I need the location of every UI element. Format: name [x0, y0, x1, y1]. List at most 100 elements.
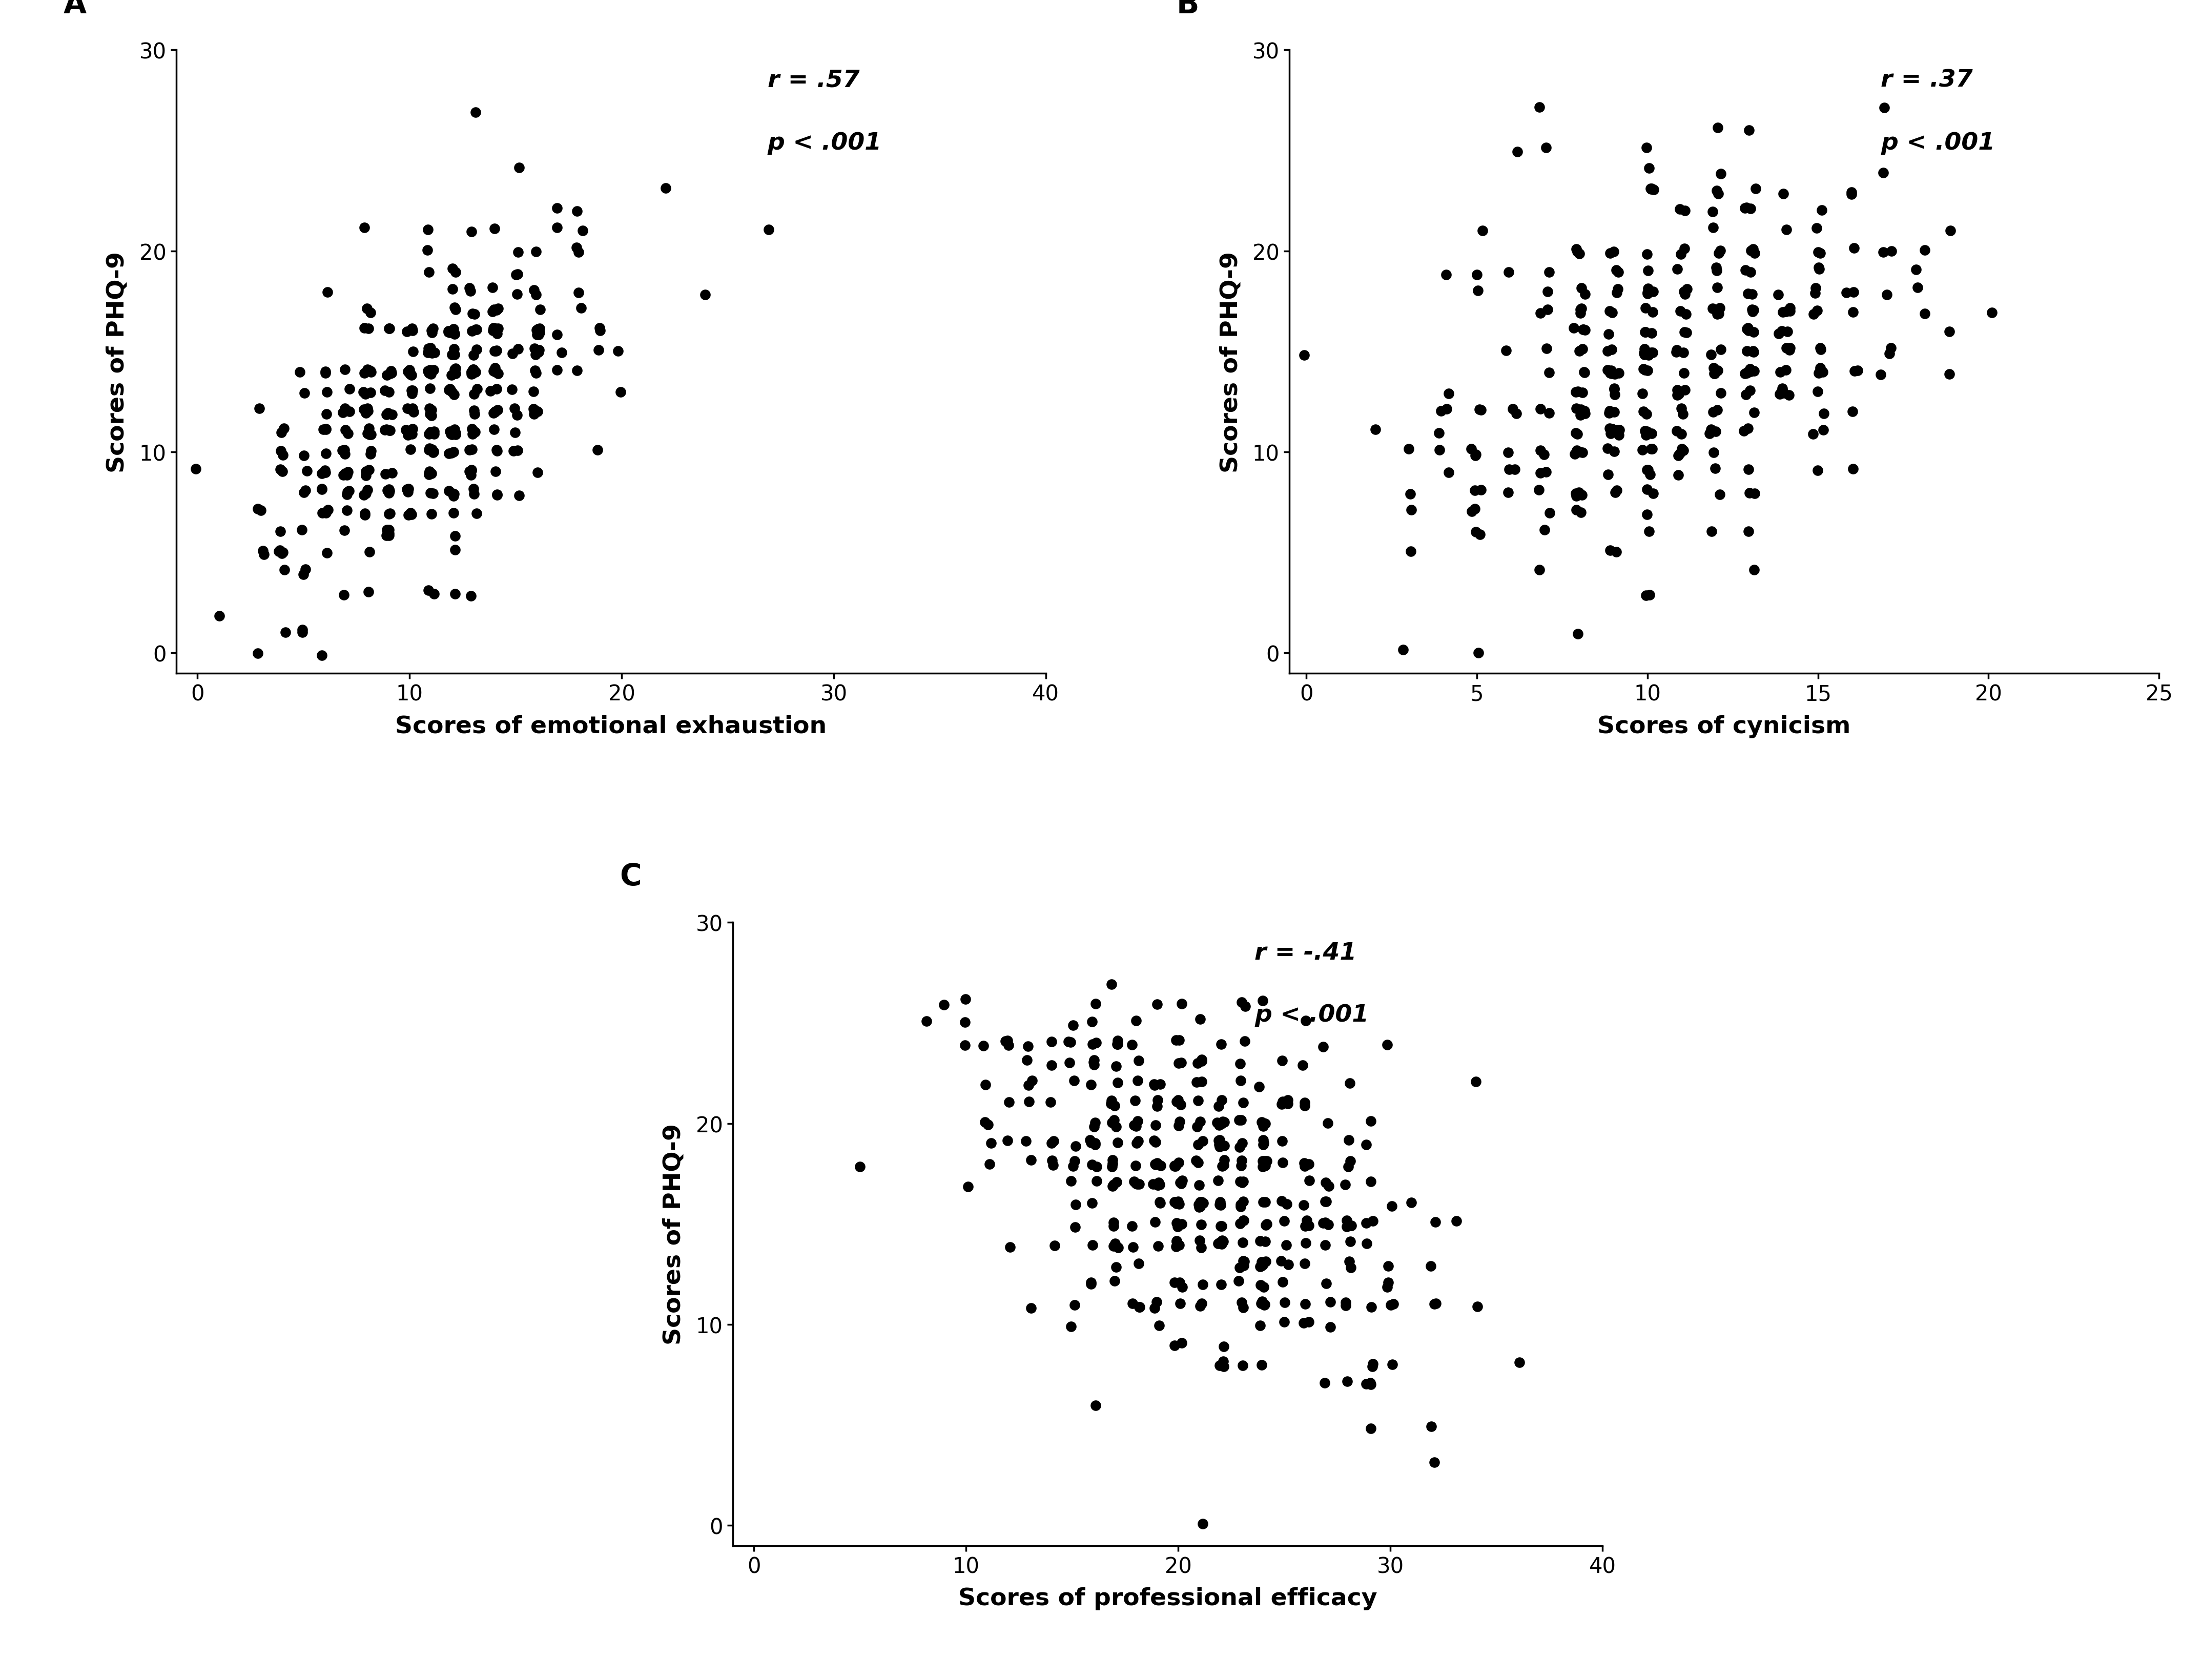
Point [1119, 1129, 1154, 1156]
Point [412, 437, 447, 464]
Point [264, 420, 300, 447]
Point [1355, 1208, 1390, 1235]
Point [1527, 516, 1562, 543]
Point [1073, 1127, 1108, 1154]
Point [579, 437, 615, 464]
Point [1265, 1047, 1300, 1074]
Point [1663, 240, 1699, 267]
Point [1223, 1107, 1258, 1134]
Point [1223, 1210, 1258, 1236]
Point [1428, 262, 1463, 289]
Point [1727, 195, 1762, 222]
Text: r = -.41: r = -.41 [1254, 941, 1357, 964]
Point [1599, 257, 1635, 284]
Point [375, 402, 410, 428]
Point [604, 380, 639, 407]
Point [1057, 1213, 1093, 1240]
Point [1736, 339, 1771, 366]
Point [1663, 197, 1699, 223]
Point [1463, 396, 1498, 423]
Point [562, 239, 597, 265]
Point [1670, 276, 1705, 302]
Point [480, 482, 516, 509]
Point [372, 417, 408, 444]
Point [1313, 1314, 1348, 1341]
Point [372, 477, 408, 504]
Point [1454, 435, 1489, 462]
Point [1628, 319, 1663, 346]
Point [375, 460, 410, 487]
Point [1560, 437, 1595, 464]
Point [1009, 1127, 1044, 1154]
Point [416, 440, 452, 467]
Point [1835, 398, 1870, 425]
Point [438, 259, 474, 286]
Point [1392, 538, 1428, 564]
Point [350, 356, 386, 383]
Point [989, 1028, 1024, 1055]
Point [1161, 1087, 1196, 1114]
Point [375, 360, 410, 386]
Point [264, 539, 300, 566]
Point [1245, 1112, 1280, 1139]
Point [1223, 1152, 1258, 1179]
Point [394, 501, 430, 528]
Point [1412, 1253, 1447, 1280]
Point [520, 316, 555, 343]
Point [1668, 198, 1703, 225]
Point [1661, 442, 1696, 469]
Point [269, 620, 304, 647]
Point [1531, 360, 1566, 386]
Point [1522, 94, 1558, 121]
Point [1077, 1109, 1113, 1136]
Point [1599, 259, 1635, 286]
Point [1394, 1189, 1430, 1216]
Point [178, 455, 214, 482]
Point [438, 354, 474, 381]
Point [476, 299, 511, 326]
Point [1289, 1230, 1324, 1257]
Point [1355, 1352, 1390, 1379]
Point [412, 402, 447, 428]
Point [1626, 356, 1661, 383]
Point [1564, 380, 1599, 407]
Point [267, 556, 302, 583]
Point [289, 556, 324, 583]
Point [1225, 1208, 1260, 1235]
Point [1692, 420, 1727, 447]
Point [333, 398, 368, 425]
Point [262, 538, 297, 564]
Point [392, 396, 427, 423]
Point [1628, 402, 1663, 428]
Point [540, 215, 575, 242]
Point [1119, 1114, 1154, 1141]
Point [1159, 1210, 1194, 1236]
Point [434, 255, 469, 282]
Point [1635, 175, 1670, 202]
Point [952, 1173, 987, 1200]
Point [1804, 360, 1840, 386]
Point [1227, 1252, 1262, 1278]
Point [991, 1032, 1027, 1058]
Point [1734, 299, 1769, 326]
Point [1207, 1147, 1242, 1174]
Point [1560, 395, 1595, 422]
Point [458, 336, 493, 363]
Point [1159, 1228, 1194, 1255]
Point [1870, 282, 1906, 309]
Point [1357, 417, 1392, 444]
Point [456, 480, 491, 507]
Point [412, 462, 447, 489]
Point [372, 361, 408, 388]
Point [1183, 1193, 1218, 1220]
Point [478, 338, 513, 365]
Point [1095, 1109, 1130, 1136]
Point [1597, 479, 1632, 506]
Point [438, 360, 474, 386]
Point [412, 576, 447, 603]
Point [1767, 380, 1802, 407]
Point [368, 402, 403, 428]
Point [925, 991, 961, 1018]
Point [522, 296, 557, 323]
Point [1696, 361, 1732, 388]
